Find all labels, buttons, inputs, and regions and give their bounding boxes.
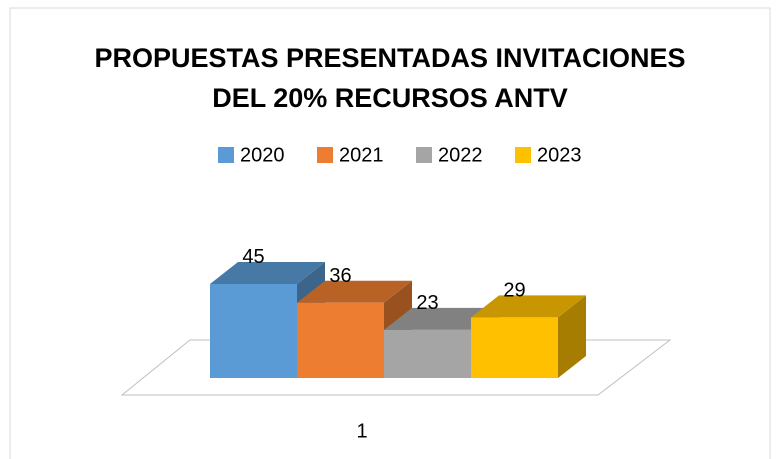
chart-title: PROPUESTAS PRESENTADAS INVITACIONES DEL … xyxy=(94,43,686,113)
legend-swatch xyxy=(218,147,234,163)
data-label: 36 xyxy=(329,265,351,287)
legend-swatch xyxy=(317,147,333,163)
bar-side xyxy=(558,295,586,378)
bar-front xyxy=(210,283,297,378)
data-label: 29 xyxy=(503,280,525,302)
data-label: 45 xyxy=(242,246,264,268)
bar xyxy=(471,295,586,378)
bar-top xyxy=(471,295,586,318)
legend-label: 2021 xyxy=(339,144,384,166)
bar-top xyxy=(297,280,412,303)
bar-top xyxy=(210,261,325,284)
bar-front xyxy=(297,302,384,378)
legend-label: 2022 xyxy=(438,144,483,166)
bar-front xyxy=(384,329,471,378)
legend-swatch xyxy=(515,147,531,163)
data-label: 23 xyxy=(416,292,438,314)
legend-swatch xyxy=(416,147,432,163)
x-tick-label: 1 xyxy=(356,420,367,442)
chart-border xyxy=(9,7,771,459)
bar-front xyxy=(471,317,558,378)
legend-label: 2020 xyxy=(240,144,285,166)
floor xyxy=(120,339,672,396)
bar-top xyxy=(384,307,499,330)
legend-label: 2023 xyxy=(537,144,582,166)
